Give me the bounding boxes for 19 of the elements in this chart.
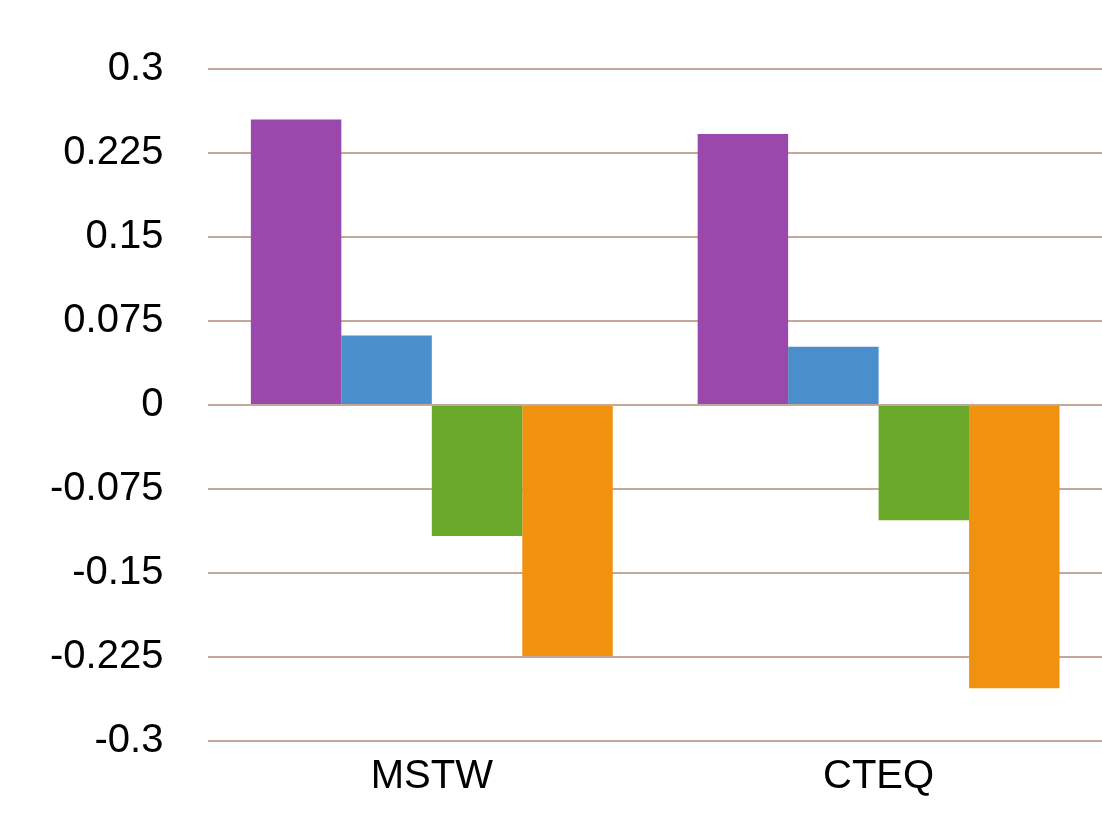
bar (431, 406, 523, 537)
y-tick-label: 0 (141, 380, 164, 425)
y-tick-label: 0.15 (85, 212, 164, 257)
bar (522, 406, 613, 656)
bar (697, 133, 789, 404)
y-tick-label: -0.225 (50, 632, 164, 677)
y-tick-label: -0.075 (50, 464, 164, 509)
y-tick-label: 0.225 (63, 128, 164, 173)
y-tick-label: 0.3 (107, 44, 164, 89)
bar (969, 406, 1060, 689)
x-tick-label: MSTW (370, 752, 494, 797)
bar (341, 335, 432, 404)
y-tick-label: -0.3 (94, 716, 164, 761)
bar (250, 119, 342, 404)
bar (788, 346, 879, 404)
y-tick-label: 0.075 (63, 296, 164, 341)
y-tick-label: -0.15 (72, 548, 164, 593)
x-tick-label: CTEQ (823, 752, 935, 797)
bar (878, 406, 970, 521)
